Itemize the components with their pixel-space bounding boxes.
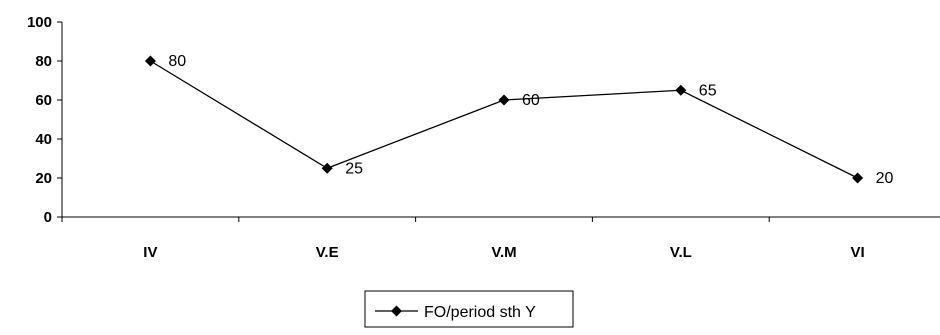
data-labels: 80 25 60 65 20 <box>168 53 893 187</box>
legend-label: FO/period sth Y <box>424 304 536 321</box>
y-tick-label: 0 <box>44 209 52 226</box>
series-line <box>150 60 858 179</box>
x-axis-ticks: IV V.E V.M V.L VI <box>61 217 865 261</box>
x-tick-label: V.L <box>670 244 692 261</box>
x-tick-label: V.M <box>491 244 516 261</box>
y-tick-label: 20 <box>35 170 52 187</box>
x-tick-label: V.E <box>316 244 339 261</box>
y-axis-ticks: 0 20 40 60 80 100 <box>27 14 62 226</box>
data-point <box>852 172 864 184</box>
data-point <box>498 94 510 106</box>
x-tick-label: IV <box>143 244 157 261</box>
legend-marker <box>391 305 402 317</box>
series-group <box>144 55 864 184</box>
data-point <box>675 84 687 96</box>
y-tick-label: 60 <box>35 92 52 109</box>
data-label: 60 <box>522 92 540 109</box>
x-tick-label: VI <box>851 244 865 261</box>
data-point <box>144 55 156 67</box>
y-tick-label: 80 <box>35 53 52 70</box>
data-label: 80 <box>168 53 186 70</box>
data-label: 65 <box>699 82 717 99</box>
y-tick-label: 100 <box>27 14 52 31</box>
y-tick-label: 40 <box>35 131 52 148</box>
chart-axes <box>61 22 940 218</box>
legend: FO/period sth Y <box>364 290 574 328</box>
data-label: 20 <box>876 170 894 187</box>
data-point <box>321 162 333 174</box>
data-label: 25 <box>345 160 363 177</box>
